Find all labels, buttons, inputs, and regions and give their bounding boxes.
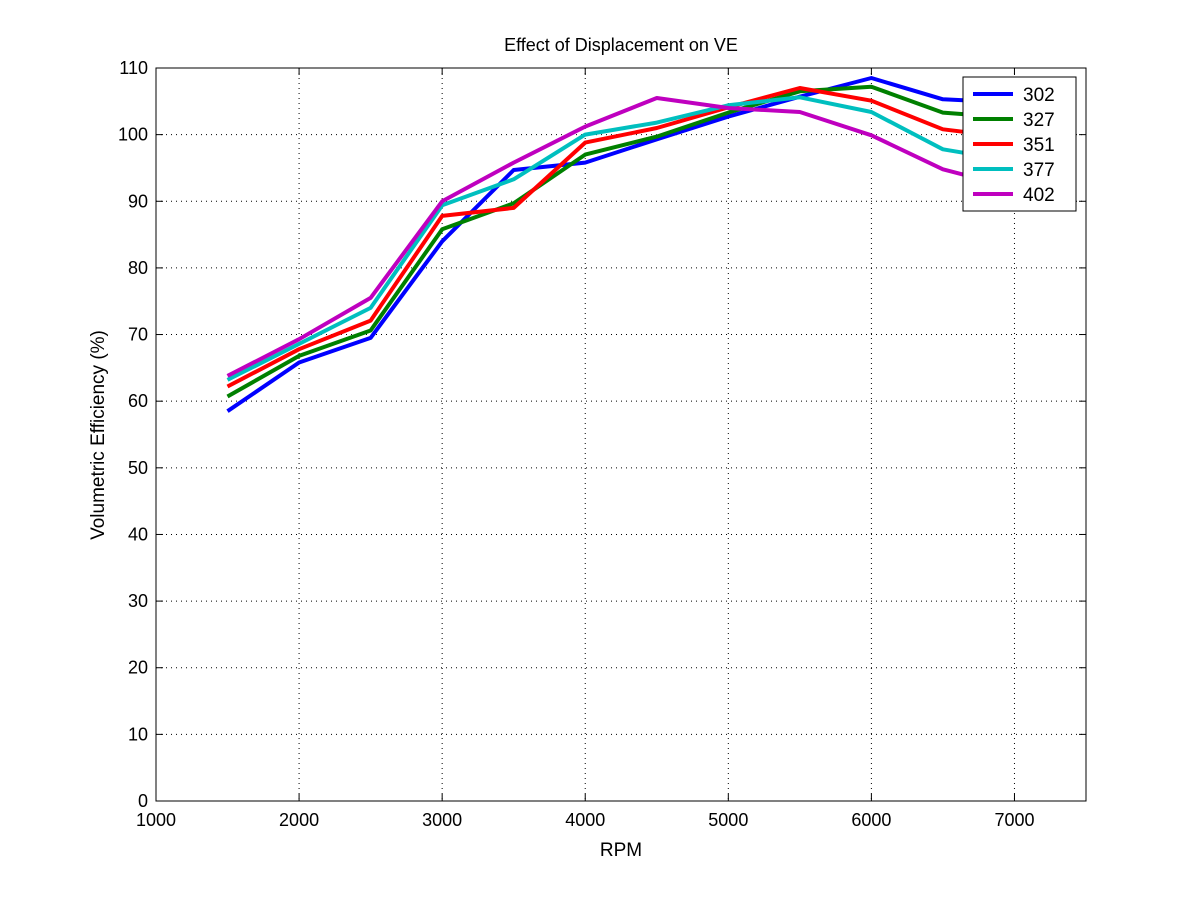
x-tick-label: 3000 bbox=[422, 810, 462, 830]
series-line-351 bbox=[226, 86, 1015, 389]
y-tick-label: 10 bbox=[128, 724, 148, 744]
legend-label-377: 377 bbox=[1023, 160, 1055, 181]
series-line-302 bbox=[226, 76, 1015, 413]
series-line-377 bbox=[226, 95, 1015, 382]
ticks: 1000 2000 3000 4000 5000 6000 7000 0 10 20 30 40 50 6… bbox=[118, 58, 1086, 830]
y-tick-label: 100 bbox=[118, 125, 148, 145]
x-tick-label: 7000 bbox=[994, 810, 1034, 830]
y-tick-label: 20 bbox=[128, 658, 148, 678]
y-tick-label: 80 bbox=[128, 258, 148, 278]
x-axis-title: RPM bbox=[600, 840, 642, 861]
x-tick-label: 5000 bbox=[708, 810, 748, 830]
plot-frame bbox=[155, 67, 1087, 802]
legend: 302 327 351 377 402 bbox=[962, 76, 1077, 212]
y-tick-label: 40 bbox=[128, 524, 148, 544]
legend-label-302: 302 bbox=[1023, 85, 1055, 106]
y-tick-label: 50 bbox=[128, 458, 148, 478]
x-tick-label: 2000 bbox=[279, 810, 319, 830]
series-lines bbox=[226, 76, 1016, 413]
y-tick-label: 110 bbox=[119, 58, 148, 78]
y-tick-label: 70 bbox=[128, 325, 148, 345]
x-tick-label: 6000 bbox=[851, 810, 891, 830]
legend-label-402: 402 bbox=[1023, 185, 1055, 206]
y-tick-label: 60 bbox=[128, 391, 148, 411]
series-line-402 bbox=[226, 96, 1016, 378]
y-tick-label: 90 bbox=[128, 191, 148, 211]
legend-label-351: 351 bbox=[1023, 135, 1055, 156]
y-tick-label: 30 bbox=[128, 591, 148, 611]
chart-title: Effect of Displacement on VE bbox=[504, 35, 738, 55]
x-tick-label: 1000 bbox=[136, 810, 176, 830]
y-axis-title: Volumetric Efficiency (%) bbox=[88, 330, 109, 540]
y-tick-label: 0 bbox=[138, 791, 148, 811]
x-tick-label: 4000 bbox=[565, 810, 605, 830]
series-line-327 bbox=[226, 84, 1015, 399]
legend-label-327: 327 bbox=[1023, 110, 1055, 131]
